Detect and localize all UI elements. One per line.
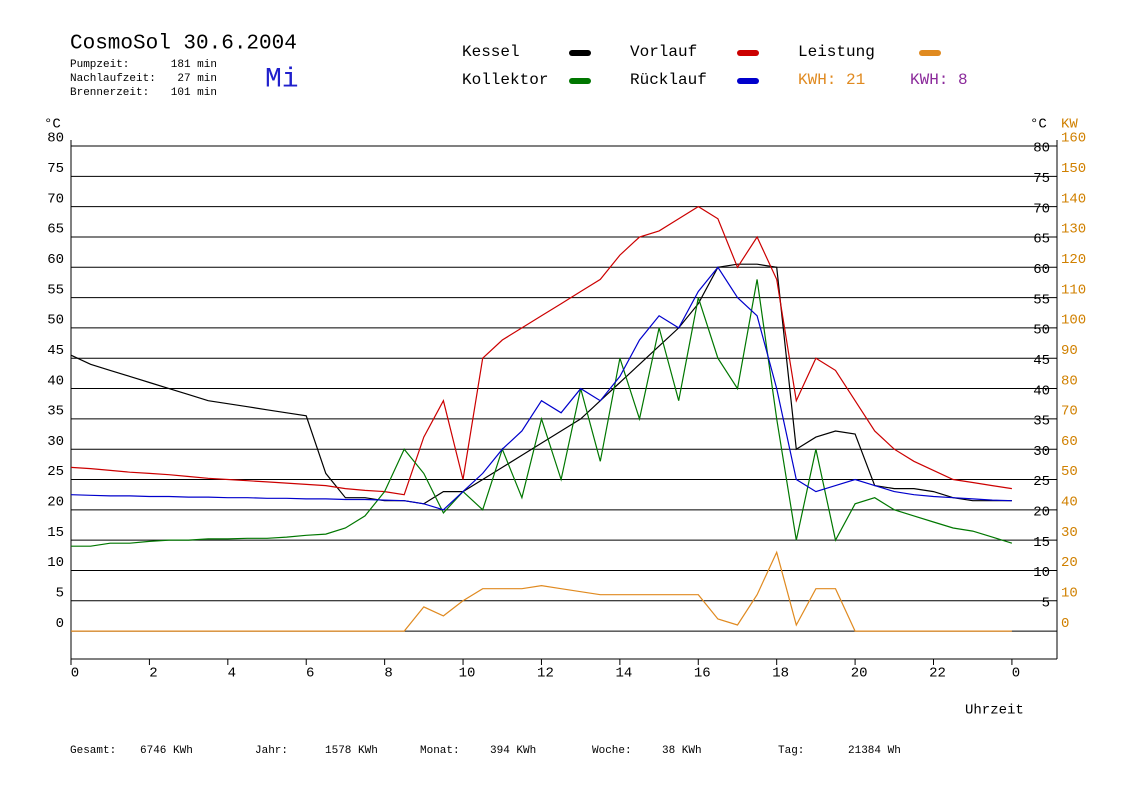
x-tick-label: 0 [1012, 666, 1020, 682]
legend-label: Leistung [798, 43, 875, 61]
info-value: 27 min [177, 73, 217, 85]
total-value: 1578 KWh [325, 745, 378, 757]
x-tick-label: 16 [694, 666, 711, 682]
x-tick-label: 14 [615, 666, 632, 682]
y2-tick-label: 160 [1061, 131, 1086, 147]
total-value: 6746 KWh [140, 745, 193, 757]
total-label: Tag: [778, 745, 804, 757]
total-value: 394 KWh [490, 745, 536, 757]
y-tick-label: 40 [47, 373, 64, 389]
y-tick-label-right: 50 [1033, 323, 1050, 339]
weekday: Mi [265, 64, 299, 95]
y-tick-label-right: 35 [1033, 414, 1050, 430]
info-label: Brennerzeit: [70, 87, 149, 99]
total-label: Jahr: [255, 745, 288, 757]
y2-tick-label: 90 [1061, 343, 1078, 359]
total-value: 38 KWh [662, 745, 702, 757]
x-tick-label: 4 [228, 666, 236, 682]
y2-tick-label: 110 [1061, 282, 1086, 298]
y-tick-label: 10 [47, 555, 64, 571]
y-tick-label: 60 [47, 252, 64, 268]
y-tick-label: 80 [47, 131, 64, 147]
series-line [70, 205, 1012, 496]
y-tick-label: 5 [56, 585, 64, 601]
legend-label: Kessel [462, 43, 520, 61]
total-label: Monat: [420, 745, 460, 757]
y2-tick-label: 150 [1061, 161, 1086, 177]
y-tick-label-right: 10 [1033, 565, 1050, 581]
y2-tick-label: 10 [1061, 585, 1078, 601]
y-tick-label: 45 [47, 343, 64, 359]
series-line [71, 550, 1012, 632]
x-tick-label: 18 [772, 666, 789, 682]
total-label: Woche: [592, 745, 632, 757]
y-tick-label: 50 [47, 313, 64, 329]
y-tick-label-right: 70 [1033, 201, 1050, 217]
y2-tick-label: 0 [1061, 616, 1069, 632]
y-tick-label-right: 30 [1033, 444, 1050, 460]
y2-tick-label: 20 [1061, 555, 1078, 571]
x-tick-label: 8 [384, 666, 392, 682]
legend-label: Kollektor [462, 71, 548, 89]
y-tick-label: 25 [47, 464, 64, 480]
y-tick-label-right: 55 [1033, 292, 1050, 308]
y2-tick-label: 30 [1061, 525, 1078, 541]
series-line [71, 279, 1013, 547]
x-tick-label: 10 [459, 666, 476, 682]
x-tick-label: 2 [149, 666, 157, 682]
y2-tick-label: 50 [1061, 464, 1078, 480]
y-tick-label: 0 [56, 616, 64, 632]
y2-tick-label: 130 [1061, 222, 1086, 238]
chart-title: CosmoSol 30.6.2004 [70, 33, 297, 56]
y2-unit: KW [1061, 117, 1078, 133]
x-axis-label: Uhrzeit [965, 703, 1024, 719]
y-tick-label-right: 40 [1033, 383, 1050, 399]
kwh-label: KWH: 21 [798, 71, 865, 89]
info-label: Nachlaufzeit: [70, 73, 156, 85]
x-tick-label: 12 [537, 666, 554, 682]
y-tick-label: 30 [47, 434, 64, 450]
y2-tick-label: 100 [1061, 313, 1086, 329]
y-tick-label-right: 65 [1033, 232, 1050, 248]
y-tick-label: 70 [47, 191, 64, 207]
y2-tick-label: 40 [1061, 495, 1078, 511]
legend-label: Vorlauf [630, 43, 697, 61]
x-tick-label: 0 [71, 666, 79, 682]
y-tick-label-right: 20 [1033, 505, 1050, 521]
kwh-label: KWH: 8 [910, 71, 968, 89]
y-tick-label: 55 [47, 282, 64, 298]
y2-tick-label: 140 [1061, 191, 1086, 207]
y2-tick-label: 80 [1061, 373, 1078, 389]
y-tick-label-right: 25 [1033, 474, 1050, 490]
y-tick-label: 35 [47, 404, 64, 420]
y-tick-label: 75 [47, 161, 64, 177]
y-tick-label: 15 [47, 525, 64, 541]
y-tick-label-right: 5 [1042, 595, 1050, 611]
info-value: 181 min [171, 59, 217, 71]
total-value: 21384 Wh [848, 745, 901, 757]
y-unit-right: °C [1030, 117, 1047, 133]
y-unit: °C [44, 117, 61, 133]
y-tick-label-right: 60 [1033, 262, 1050, 278]
y2-tick-label: 60 [1061, 434, 1078, 450]
y-tick-label-right: 80 [1033, 141, 1050, 157]
series-line [70, 266, 1012, 511]
y2-tick-label: 70 [1061, 404, 1078, 420]
legend-label: Rücklauf [630, 71, 707, 89]
y-tick-label-right: 75 [1033, 171, 1050, 187]
info-value: 101 min [171, 87, 217, 99]
total-label: Gesamt: [70, 745, 116, 757]
info-label: Pumpzeit: [70, 59, 129, 71]
y2-tick-label: 120 [1061, 252, 1086, 268]
series-line [70, 263, 1012, 505]
y-tick-label-right: 45 [1033, 353, 1050, 369]
x-tick-label: 20 [851, 666, 868, 682]
y-tick-label: 20 [47, 495, 64, 511]
y-tick-label-right: 15 [1033, 535, 1050, 551]
x-tick-label: 22 [929, 666, 946, 682]
y-tick-label: 65 [47, 222, 64, 238]
x-tick-label: 6 [306, 666, 314, 682]
